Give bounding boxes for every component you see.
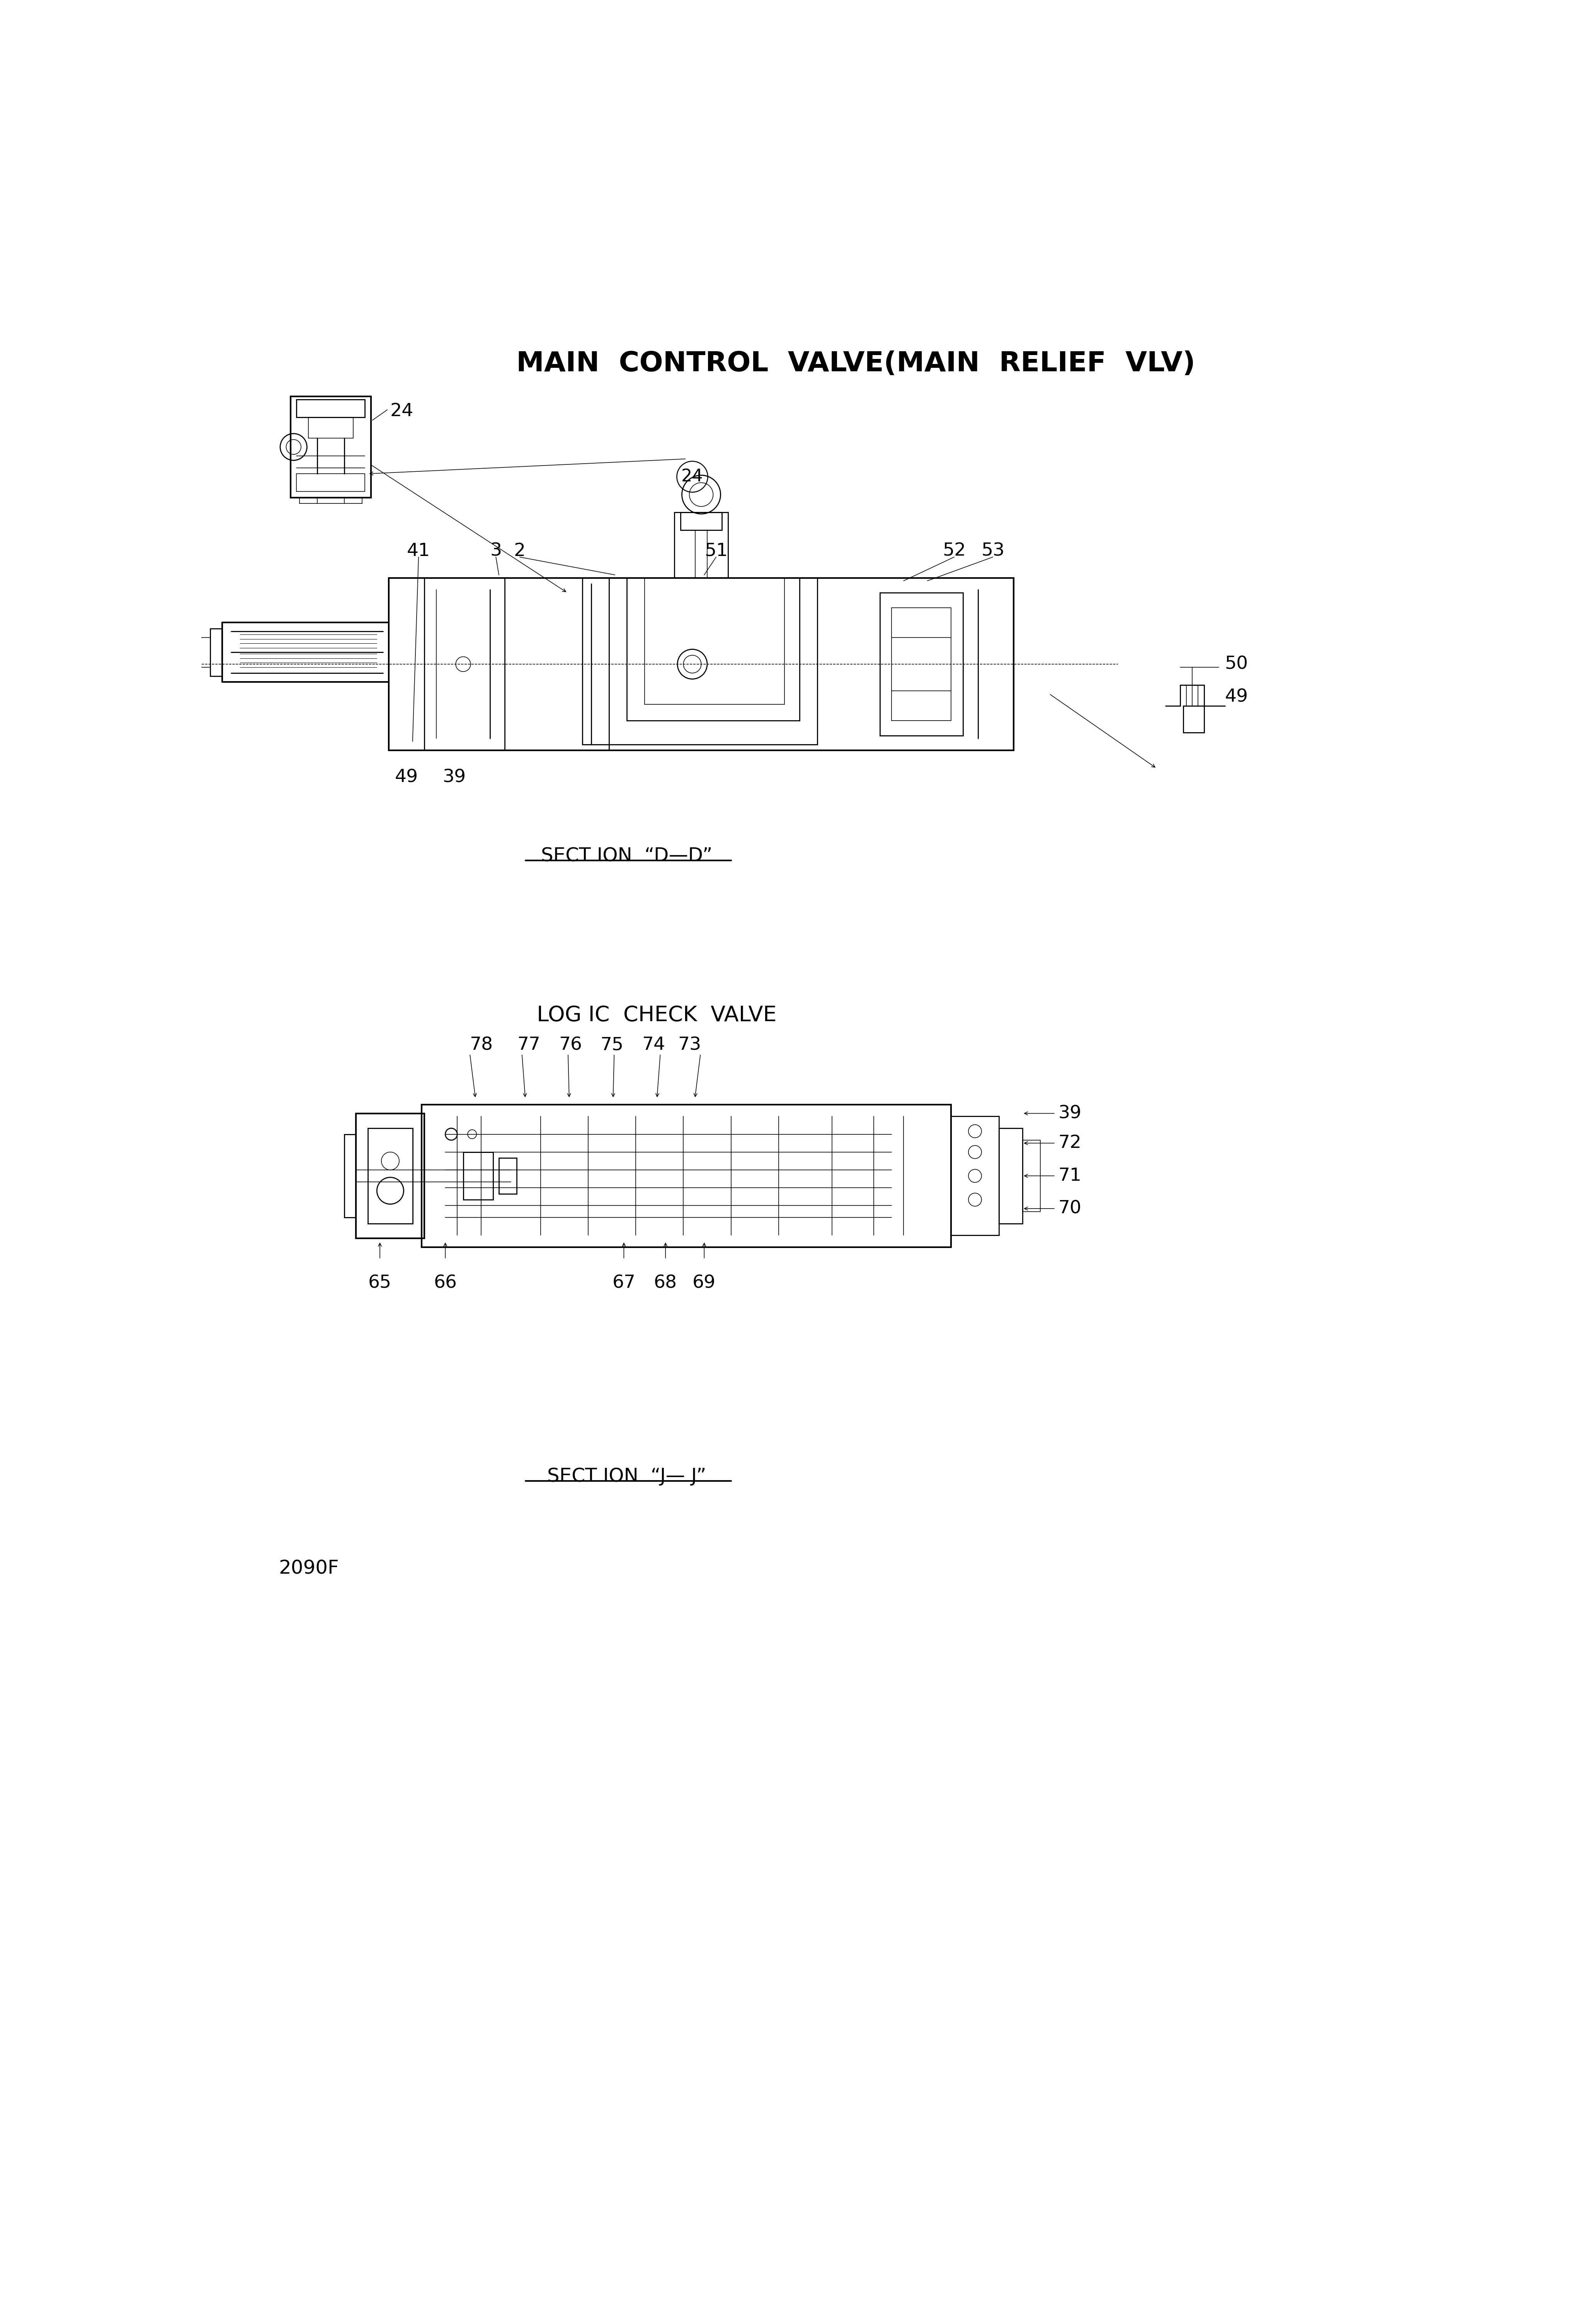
Text: 41: 41 (407, 541, 429, 560)
Text: 68: 68 (654, 1274, 677, 1292)
Text: 75: 75 (600, 1037, 624, 1053)
Bar (674, 511, 728, 579)
Bar (368, 1127, 412, 1222)
Text: SECT ION  “D—D”: SECT ION “D—D” (542, 846, 712, 865)
Text: 50: 50 (1225, 655, 1247, 674)
Text: 24: 24 (682, 469, 703, 486)
Text: 72: 72 (1058, 1134, 1082, 1153)
Bar (681, 511, 722, 530)
Text: 70: 70 (1058, 1199, 1082, 1218)
Text: 49: 49 (395, 769, 418, 786)
Text: MAIN  CONTROL  VALVE(MAIN  RELIEF  VLV): MAIN CONTROL VALVE(MAIN RELIEF VLV) (516, 351, 1195, 376)
Bar (388, 579, 1014, 751)
Text: 51: 51 (704, 541, 728, 560)
Text: 73: 73 (677, 1037, 701, 1053)
Text: 77: 77 (516, 1037, 540, 1053)
Text: 78: 78 (469, 1037, 493, 1053)
Bar (1023, 1141, 1041, 1211)
Text: 49: 49 (1225, 688, 1249, 706)
Text: 67: 67 (613, 1274, 635, 1292)
Text: LOG IC  CHECK  VALVE: LOG IC CHECK VALVE (537, 1004, 777, 1025)
Bar (297, 400, 365, 418)
Bar (355, 1113, 425, 1239)
Bar (308, 418, 354, 437)
Bar (951, 1116, 1000, 1236)
Text: 76: 76 (559, 1037, 583, 1053)
Bar (892, 607, 951, 720)
Bar (463, 1153, 493, 1199)
Text: 53: 53 (981, 541, 1004, 560)
Text: 2: 2 (513, 541, 526, 560)
Text: 66: 66 (434, 1274, 456, 1292)
Bar (499, 1157, 516, 1195)
Text: 52: 52 (943, 541, 966, 560)
Bar (291, 397, 371, 497)
Text: 69: 69 (693, 1274, 715, 1292)
Bar (422, 1104, 951, 1248)
Text: 39: 39 (1058, 1104, 1082, 1122)
Text: 74: 74 (643, 1037, 665, 1053)
Text: SECT ION  “J— J”: SECT ION “J— J” (548, 1466, 706, 1485)
Text: 71: 71 (1058, 1167, 1082, 1185)
Text: 65: 65 (368, 1274, 392, 1292)
Text: 39: 39 (442, 769, 466, 786)
Bar (880, 593, 963, 737)
Bar (1000, 1127, 1023, 1222)
Text: 24: 24 (390, 402, 414, 421)
Bar (1183, 706, 1205, 732)
Bar (297, 474, 365, 493)
Text: 3: 3 (489, 541, 502, 560)
Text: 2090F: 2090F (278, 1559, 339, 1578)
